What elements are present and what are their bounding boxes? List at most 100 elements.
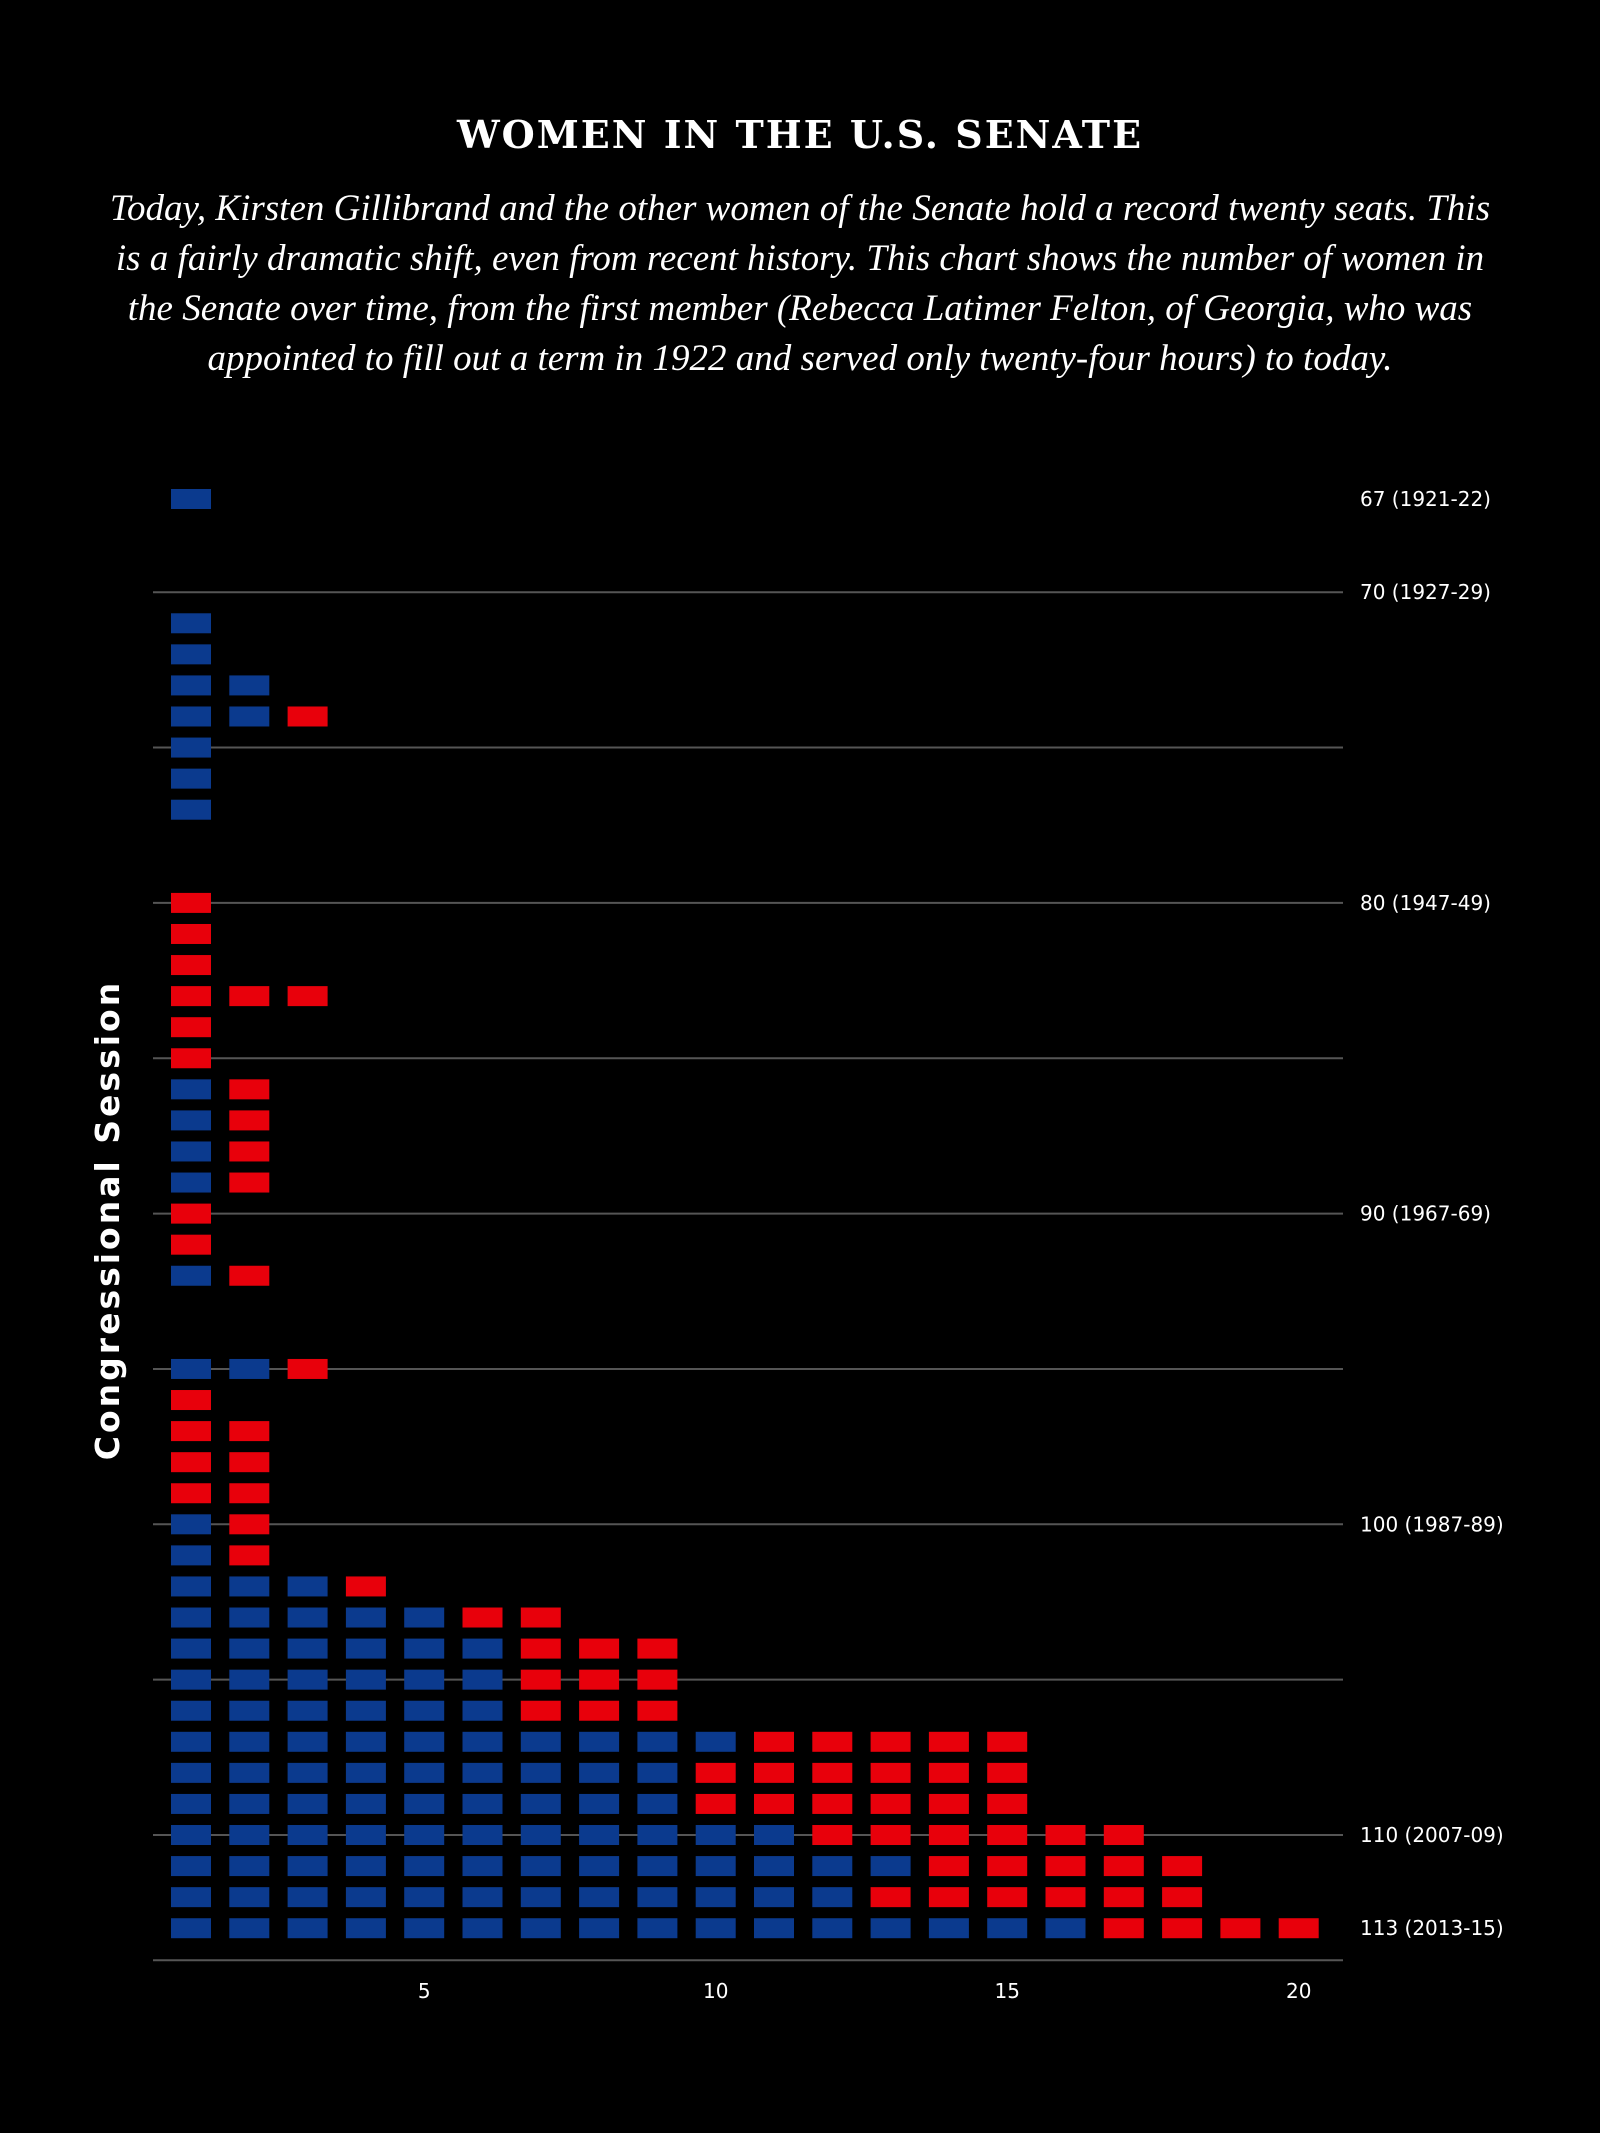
chart-subtitle: Today, Kirsten Gillibrand and the other … [109,188,1491,379]
y-tick-label: 110 (2007-09) [1360,1823,1504,1847]
seat-box-democrat [754,1918,794,1939]
seat-box-republican [987,1856,1028,1877]
seat-box-republican [812,1793,853,1814]
seat-box-republican [1103,1918,1144,1939]
seat-box-democrat [287,1700,328,1721]
seat-box-republican [812,1825,853,1846]
seat-box-republican [229,1265,270,1286]
seat-box-republican [1162,1887,1203,1908]
seat-box-republican [987,1762,1028,1783]
seat-box-democrat [287,1731,328,1752]
seat-box-democrat [287,1638,328,1659]
seat-box-democrat [754,1856,794,1877]
seat-box-republican [754,1793,794,1814]
seat-box-republican [870,1793,911,1814]
seat-box-democrat [637,1856,678,1877]
seat-box-republican [754,1762,794,1783]
seat-box-democrat [462,1638,503,1659]
seat-box-democrat [287,1669,328,1690]
seat-box-republican [928,1825,969,1846]
seat-box-democrat [229,1825,270,1846]
seat-box-republican [171,923,211,944]
seat-box-democrat [579,1762,620,1783]
seat-box-democrat [404,1638,445,1659]
seat-box-democrat [870,1918,911,1939]
seat-box-republican [695,1793,736,1814]
seat-box-democrat [229,1638,270,1659]
seat-box-democrat [171,1576,211,1597]
seat-box-democrat [171,1110,211,1131]
seat-box-democrat [229,1762,270,1783]
seat-box-democrat [171,768,211,789]
seat-box-democrat [171,1514,211,1535]
seat-box-republican [287,706,328,727]
seat-box-democrat [345,1731,386,1752]
seat-box-democrat [812,1887,853,1908]
seat-box-democrat [695,1856,736,1877]
seat-box-democrat [171,1825,211,1846]
seat-box-democrat [520,1731,561,1752]
seat-box-democrat [287,1576,328,1597]
seat-box-republican [637,1638,678,1659]
seat-box-republican [520,1607,561,1628]
seat-box-republican [812,1762,853,1783]
seat-box-democrat [171,1731,211,1752]
seat-box-democrat [870,1856,911,1877]
seat-box-republican [229,1172,270,1193]
seat-box-republican [171,1203,211,1224]
seat-box-democrat [229,1358,270,1379]
seat-box-republican [229,1141,270,1162]
seat-box-republican [928,1793,969,1814]
seat-box-democrat [229,1700,270,1721]
seat-box-democrat [171,1607,211,1628]
seat-box-democrat [287,1762,328,1783]
seat-box-republican [1045,1825,1086,1846]
y-tick-label: 90 (1967-69) [1360,1202,1491,1226]
seat-box-republican [1103,1887,1144,1908]
seat-box-republican [1103,1825,1144,1846]
seat-box-republican [229,1452,270,1473]
seat-box-democrat [287,1887,328,1908]
seat-box-republican [928,1762,969,1783]
seat-box-democrat [404,1762,445,1783]
seat-box-republican [987,1887,1028,1908]
seat-box-democrat [171,613,211,634]
seat-box-democrat [462,1887,503,1908]
chart-title: Women in the U.S. Senate [456,112,1144,157]
seat-box-democrat [171,1856,211,1877]
seat-box-democrat [695,1887,736,1908]
seat-box-democrat [229,1731,270,1752]
x-tick-label: 15 [994,1979,1019,2003]
seat-box-republican [462,1607,503,1628]
seat-box-republican [171,1048,211,1069]
seat-box-republican [870,1825,911,1846]
seat-box-republican [754,1731,794,1752]
seat-box-republican [229,1079,270,1100]
seat-box-democrat [229,1856,270,1877]
seat-box-democrat [171,737,211,758]
seat-box-democrat [229,1669,270,1690]
seat-box-democrat [637,1918,678,1939]
seat-box-republican [171,1017,211,1038]
seat-box-democrat [520,1856,561,1877]
seat-box-democrat [171,1918,211,1939]
seat-box-democrat [229,1887,270,1908]
seat-box-republican [928,1731,969,1752]
seat-box-democrat [229,706,270,727]
y-tick-label: 70 (1927-29) [1360,580,1491,604]
seat-box-democrat [171,1669,211,1690]
seat-box-democrat [754,1825,794,1846]
seat-box-republican [812,1731,853,1752]
seat-box-democrat [171,1762,211,1783]
seat-box-democrat [637,1731,678,1752]
seat-box-democrat [928,1918,969,1939]
seat-box-democrat [637,1887,678,1908]
seat-box-democrat [812,1856,853,1877]
seat-box-democrat [462,1793,503,1814]
seat-box-democrat [404,1887,445,1908]
seat-box-democrat [404,1731,445,1752]
seat-box-republican [579,1638,620,1659]
seat-box-republican [1162,1918,1203,1939]
seat-box-republican [520,1669,561,1690]
